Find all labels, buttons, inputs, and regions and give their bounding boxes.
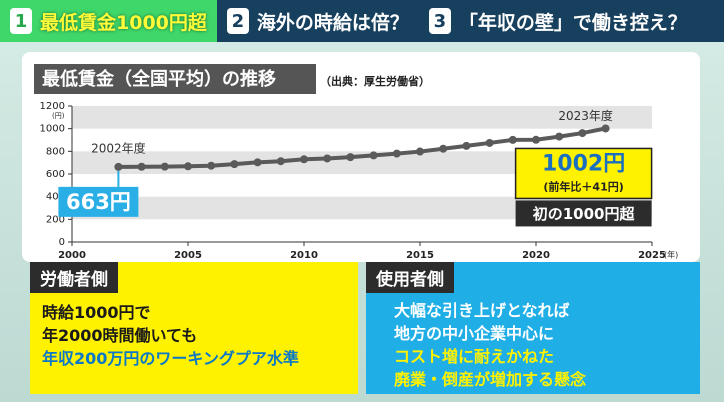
tab-number: 3 bbox=[428, 8, 451, 34]
line bbox=[118, 126, 606, 169]
point bbox=[346, 153, 355, 162]
chart-title: 最低賃金（全国平均）の推移 bbox=[42, 68, 276, 90]
y-tick-label: 800 bbox=[46, 146, 65, 157]
point bbox=[485, 138, 494, 147]
point bbox=[601, 124, 610, 133]
x-tick-label: 2020 bbox=[522, 250, 550, 261]
point bbox=[555, 132, 564, 141]
band bbox=[72, 106, 652, 129]
callout-year: 2023年度 bbox=[558, 108, 613, 123]
tab-number: 2 bbox=[226, 8, 249, 34]
band bbox=[72, 151, 652, 174]
callout-year: 2002年度 bbox=[91, 140, 146, 155]
y-tick-label: 200 bbox=[46, 214, 65, 225]
x-unit: (年) bbox=[664, 250, 678, 260]
point bbox=[508, 135, 517, 144]
panel-heading: 労働者側 bbox=[30, 262, 118, 293]
callout-label: 1002円 bbox=[542, 151, 625, 176]
point bbox=[300, 155, 308, 164]
panel-line: 大幅な引き上げとなれば bbox=[394, 301, 570, 320]
point bbox=[137, 162, 146, 171]
point bbox=[207, 161, 216, 170]
chart-title-box bbox=[34, 64, 316, 94]
point bbox=[230, 160, 239, 169]
panel-line: 時給1000円で bbox=[42, 303, 151, 322]
callout-label: 663円 bbox=[66, 190, 131, 214]
panel-line: 年収200万円のワーキングプア水準 bbox=[42, 349, 299, 368]
point bbox=[253, 158, 262, 167]
x-tick-label: 2015 bbox=[406, 250, 434, 261]
callout-box bbox=[514, 147, 653, 200]
y-tick-label: 1200 bbox=[40, 101, 65, 112]
callout-box bbox=[58, 186, 139, 217]
point bbox=[416, 147, 424, 156]
tab[interactable]: 1 最低賃金1000円超 bbox=[0, 0, 217, 42]
y-tick-label: 600 bbox=[46, 169, 65, 180]
tab-number: 1 bbox=[10, 8, 32, 34]
point bbox=[276, 157, 285, 166]
y-unit: (円) bbox=[52, 112, 65, 120]
point bbox=[578, 129, 587, 138]
panel-line: 年2000時間働いても bbox=[42, 326, 198, 345]
x-tick-label: 2025 bbox=[638, 250, 666, 261]
point bbox=[439, 144, 448, 153]
y-tick-label: 400 bbox=[46, 192, 65, 203]
y-tick-label: 1000 bbox=[40, 124, 65, 135]
topic-tabs: 1 最低賃金1000円超 2 海外の時給は倍？ 3 「年収の壁」で働き控え？ bbox=[0, 0, 724, 42]
tab-label: 最低賃金1000円超 bbox=[40, 11, 207, 34]
callout-note-box bbox=[515, 200, 652, 227]
point bbox=[323, 154, 332, 163]
tab-label: 「年収の壁」で働き控え？ bbox=[458, 11, 687, 34]
panel-line: 廃業・倒産が増加する懸念 bbox=[394, 370, 587, 389]
point bbox=[532, 135, 540, 144]
tab[interactable]: 2 海外の時給は倍？ bbox=[217, 0, 419, 42]
x-tick-label: 2005 bbox=[174, 250, 202, 261]
tab-label: 海外の時給は倍？ bbox=[256, 11, 409, 34]
source: （出典：厚生労働省） bbox=[320, 74, 430, 88]
chart: 最低賃金（全国平均）の推移 （出典：厚生労働省） 0 200 400 600 800 1000… bbox=[22, 52, 700, 262]
employer-panel: 使用者側 大幅な引き上げとなれば 地方の中小企業中心に コスト増に耐えかねた 廃… bbox=[366, 262, 700, 394]
panel-heading: 使用者側 bbox=[366, 262, 454, 293]
x-tick-label: 2010 bbox=[290, 250, 318, 261]
y-tick-label: 0 bbox=[59, 237, 65, 248]
point bbox=[114, 162, 123, 171]
point bbox=[369, 151, 378, 160]
point bbox=[160, 162, 169, 171]
point bbox=[184, 162, 192, 171]
tab[interactable]: 3 「年収の壁」で働き控え？ bbox=[419, 0, 697, 42]
callout-sub: (前年比＋41円) bbox=[543, 179, 623, 193]
band bbox=[72, 196, 652, 220]
x-tick-label: 2000 bbox=[58, 250, 86, 261]
panel-line: コスト増に耐えかねた bbox=[394, 347, 555, 366]
panel-line: 地方の中小企業中心に bbox=[394, 324, 555, 343]
callout-note: 初の1000円超 bbox=[533, 205, 636, 223]
point bbox=[392, 149, 401, 158]
worker-panel: 労働者側 時給1000円で 年2000時間働いても 年収200万円のワーキングプ… bbox=[30, 262, 358, 394]
point bbox=[462, 141, 471, 150]
